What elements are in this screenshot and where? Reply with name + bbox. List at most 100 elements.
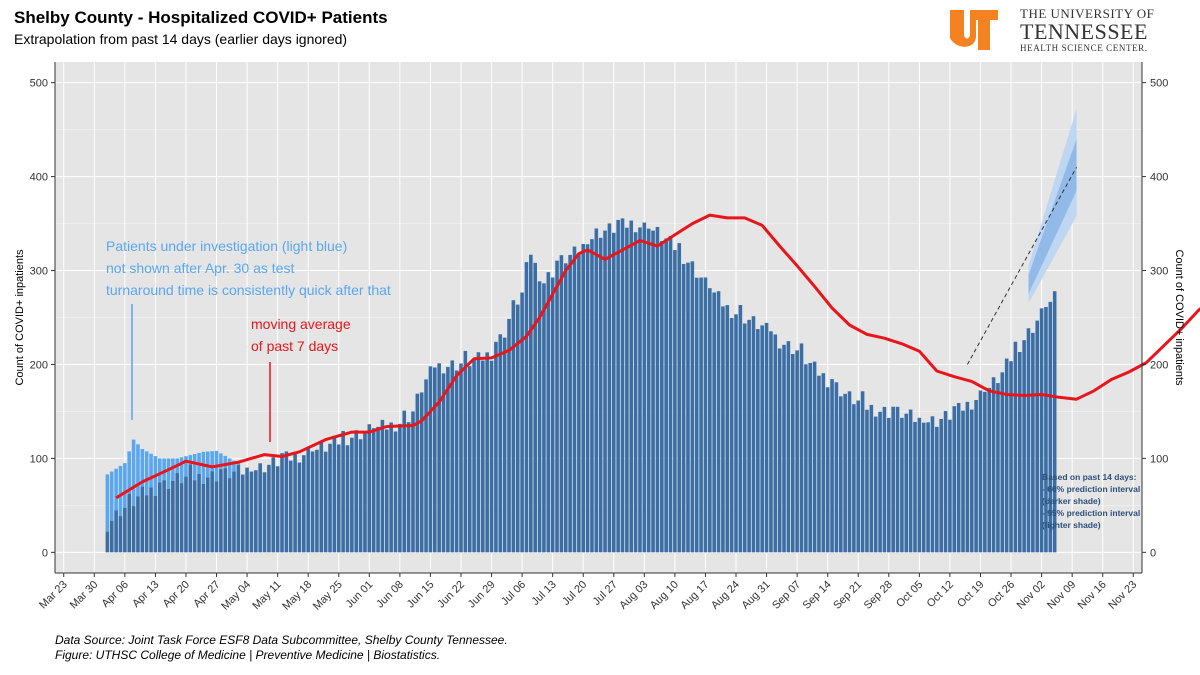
confirmed-bar: [904, 413, 909, 553]
confirmed-bar: [1022, 340, 1026, 553]
confirmed-bar: [153, 495, 158, 553]
confirmed-bar: [616, 219, 620, 553]
confirmed-bar: [433, 367, 437, 553]
ut-logo-mark: [950, 10, 998, 50]
confirmed-bar: [192, 480, 197, 553]
confirmed-bar: [467, 366, 472, 553]
confirmed-bar: [1013, 341, 1018, 553]
confirmed-bar: [843, 393, 847, 553]
confirmed-bar: [913, 421, 917, 553]
lines-group: [115, 213, 1200, 500]
x-tick-label: May 04: [219, 579, 253, 613]
confirmed-bar: [834, 382, 839, 553]
x-tick-label: Nov 02: [1015, 579, 1048, 612]
y-tick-label-left: 500: [30, 78, 48, 90]
confirmed-bar: [1009, 361, 1013, 553]
confirmed-bar: [625, 227, 629, 553]
x-tick-label: Oct 19: [955, 579, 986, 610]
x-tick-label: May 25: [311, 579, 345, 613]
confirmed-bar: [406, 422, 411, 553]
confirmed-bar: [642, 222, 647, 553]
confirmed-bar: [804, 364, 808, 553]
logo-line-3: HEALTH SCIENCE CENTER.: [1020, 43, 1148, 53]
confirmed-bar: [542, 283, 546, 553]
confirmed-bar: [620, 218, 625, 553]
pui-bar: [114, 468, 118, 511]
pui-bar: [149, 453, 153, 488]
forecast-legend-line: Based on past 14 days:: [1042, 472, 1137, 482]
confirmed-bar: [258, 463, 262, 553]
confirmed-bar: [240, 474, 245, 553]
confirmed-bar: [677, 243, 682, 553]
confirmed-bar: [1035, 320, 1040, 553]
confirmed-bar: [507, 318, 511, 553]
confirmed-bar: [956, 402, 961, 553]
pui-annotation-line: not shown after Apr. 30 as test: [106, 260, 294, 276]
confirmed-bar: [795, 350, 799, 553]
confirmed-bar: [149, 487, 153, 553]
pui-bar: [157, 458, 162, 483]
pi66-band: [1028, 139, 1077, 295]
logo-line-1: THE UNIVERSITY OF: [1020, 6, 1155, 21]
x-tick-label: Jul 06: [499, 579, 528, 608]
confirmed-bar: [838, 396, 843, 553]
pui-bar: [162, 458, 166, 481]
confirmed-bar: [175, 473, 180, 553]
pui-bar: [171, 458, 175, 481]
y-tick-label-left: 300: [30, 266, 48, 278]
confirmed-bar: [197, 473, 201, 553]
confirmed-bar: [254, 470, 258, 553]
confirmed-bar: [380, 419, 385, 553]
y-tick-label-left: 100: [30, 453, 48, 465]
confirmed-bar: [1017, 352, 1022, 553]
y-tick-label-right: 0: [1150, 547, 1156, 559]
pui-bar: [188, 455, 193, 465]
pui-bar: [140, 449, 145, 487]
pui-bar: [166, 458, 171, 489]
confirmed-bar: [821, 373, 826, 553]
pui-bar: [210, 451, 214, 472]
confirmed-bar: [952, 406, 957, 553]
confirmed-bar: [908, 409, 913, 553]
confirmed-bar: [419, 392, 424, 553]
confirmed-bar: [860, 391, 865, 553]
confirmed-bar: [529, 254, 533, 553]
x-tick-label: Apr 20: [161, 579, 192, 610]
confirmed-bar: [686, 262, 690, 553]
confirmed-bar: [511, 300, 516, 553]
confirmed-bar: [323, 451, 328, 553]
confirmed-bar: [109, 520, 114, 553]
x-tick-label: Jun 29: [466, 579, 498, 611]
confirmed-bar: [472, 359, 476, 553]
confirmed-bar: [105, 531, 110, 553]
confirmed-bar: [852, 404, 856, 553]
confirmed-bar: [1048, 301, 1053, 553]
confirmed-bar: [245, 467, 249, 553]
figure-credit-caption: Figure: UTHSC College of Medicine | Prev…: [55, 648, 441, 662]
confirmed-bar: [402, 410, 407, 553]
pui-annotation-line: Patients under investigation (light blue…: [106, 238, 347, 254]
confirmed-bar: [948, 419, 952, 553]
confirmed-bar: [869, 404, 874, 553]
confirmed-bar: [249, 471, 254, 553]
confirmed-bar: [428, 366, 433, 553]
confirmed-bar: [572, 246, 577, 553]
confirmed-bar: [786, 341, 791, 553]
confirmed-bar: [494, 341, 498, 553]
confirmed-bar: [223, 468, 228, 553]
confirmed-bar: [673, 250, 677, 553]
confirmed-bar: [297, 462, 302, 553]
confirmed-bar: [476, 352, 481, 553]
confirmed-bar: [533, 262, 537, 553]
x-tick-label: Aug 31: [740, 579, 773, 612]
pui-bar: [223, 455, 228, 469]
confirmed-bar: [271, 457, 276, 553]
pui-bar: [144, 451, 149, 496]
confirmed-bar: [515, 304, 520, 553]
x-tick-label: Aug 17: [678, 579, 711, 612]
confirmed-bar: [825, 387, 830, 553]
confirmed-bar: [131, 506, 136, 553]
confirmed-bar: [930, 416, 935, 553]
pui-annotation-line: turnaround time is consistently quick af…: [106, 282, 391, 298]
pui-bar: [105, 474, 110, 532]
